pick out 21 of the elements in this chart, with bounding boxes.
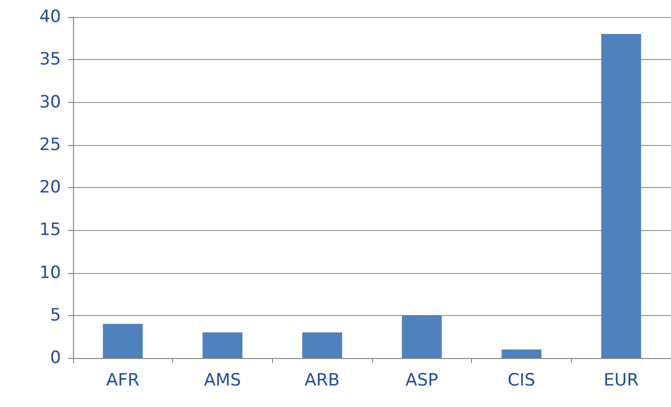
bar: [102, 324, 143, 358]
y-tick-label: 0: [50, 348, 61, 368]
y-tick-label: 10: [39, 262, 61, 283]
bar: [202, 332, 242, 358]
y-tick-label: 25: [39, 134, 61, 155]
bar: [302, 332, 342, 358]
x-tick-label: ASP: [405, 370, 438, 390]
bar: [502, 349, 542, 358]
y-tick-label: 5: [50, 305, 61, 326]
bar: [601, 34, 642, 358]
x-tick-label: EUR: [604, 370, 639, 390]
y-tick-label: 20: [39, 178, 61, 198]
y-tick-label: 35: [39, 50, 61, 70]
y-tick-label: 30: [39, 92, 61, 112]
x-tick-label: CIS: [508, 370, 536, 390]
x-tick-label: AFR: [106, 370, 140, 390]
x-tick-label: AMS: [204, 370, 242, 390]
y-tick-label: 15: [39, 220, 61, 240]
x-tick-label: ARB: [304, 370, 340, 390]
y-tick-label: 40: [39, 7, 61, 27]
bar: [402, 315, 442, 358]
